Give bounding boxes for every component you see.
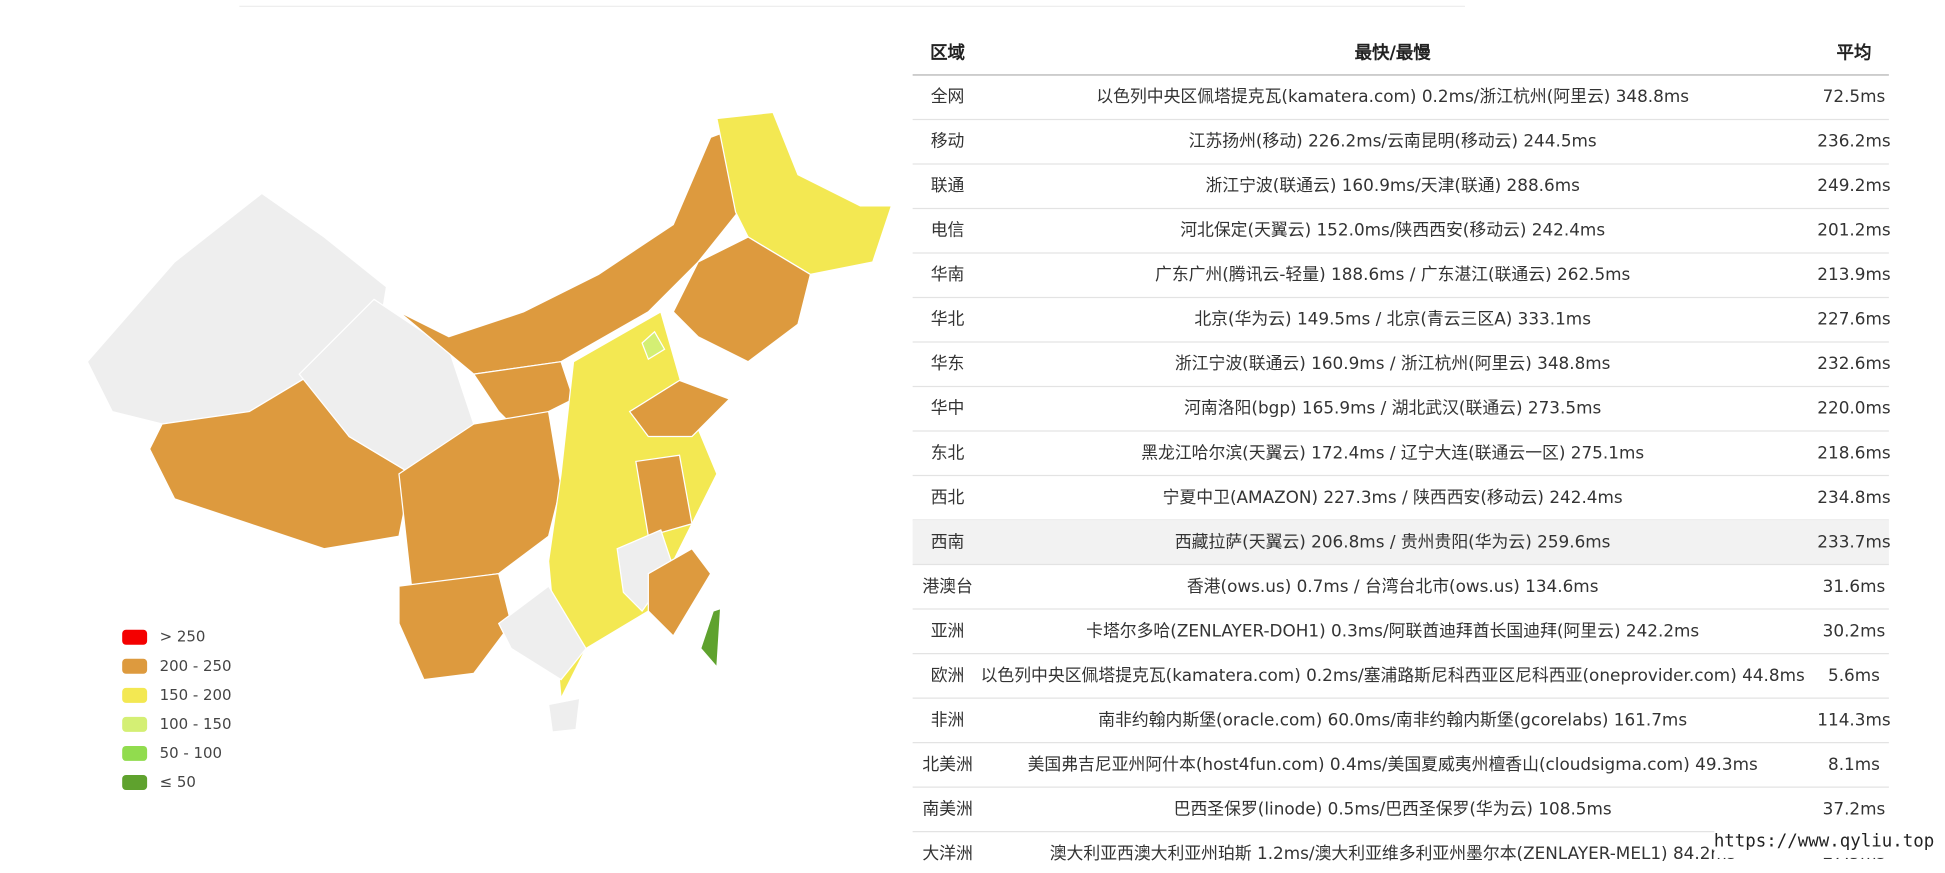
cell: 213.9ms	[1817, 264, 1890, 284]
cell: 亚洲	[931, 620, 965, 640]
cell: 浙江宁波(联通云) 160.9ms/天津(联通) 288.6ms	[1205, 175, 1579, 195]
cell: 220.0ms	[1817, 398, 1890, 418]
cell: 广东广州(腾讯云-轻量) 188.6ms / 广东湛江(联通云) 262.5ms	[1155, 264, 1630, 284]
legend-label: ≤ 50	[160, 773, 196, 791]
cell: 江苏扬州(移动) 226.2ms/云南昆明(移动云) 244.5ms	[1189, 131, 1597, 151]
legend-swatch	[122, 658, 148, 674]
cell: 31.6ms	[1823, 576, 1886, 596]
china-map	[86, 111, 893, 733]
cell: 电信	[931, 220, 965, 240]
region	[398, 572, 512, 681]
cell: 华中	[931, 398, 965, 418]
legend-swatch	[122, 716, 148, 732]
cell: 114.3ms	[1817, 709, 1890, 729]
cell: 8.1ms	[1828, 754, 1880, 774]
cell: 巴西圣保罗(linode) 0.5ms/巴西圣保罗(华为云) 108.5ms	[1174, 798, 1612, 818]
cell: 移动	[931, 131, 965, 151]
region	[716, 111, 893, 276]
header-cell: 最快/最慢	[1355, 43, 1432, 64]
legend-label: > 250	[160, 628, 206, 646]
legend-label: 100 - 150	[160, 715, 232, 733]
cell: 72.5ms	[1823, 86, 1886, 106]
header-cell: 区域	[930, 43, 965, 64]
cell: 37.2ms	[1823, 798, 1886, 818]
legend-swatch	[122, 745, 148, 761]
cell: 以色列中央区佩塔提克瓦(kamatera.com) 0.2ms/浙江杭州(阿里云…	[1096, 86, 1689, 106]
cell: 浙江宁波(联通云) 160.9ms / 浙江杭州(阿里云) 348.8ms	[1175, 353, 1611, 373]
cell: 西南	[931, 531, 965, 551]
cell: 5.6ms	[1828, 665, 1880, 685]
region	[497, 585, 587, 681]
cell: 以色列中央区佩塔提克瓦(kamatera.com) 0.2ms/塞浦路斯尼科西亚…	[981, 665, 1805, 685]
cell: 249.2ms	[1817, 175, 1890, 195]
cell: 233.7ms	[1817, 531, 1890, 551]
cell: 华东	[931, 353, 965, 373]
cell: 黑龙江哈尔滨(天翼云) 172.4ms / 辽宁大连(联通云一区) 275.1m…	[1141, 442, 1644, 462]
region	[547, 697, 581, 733]
watermark-bg	[1714, 825, 1945, 858]
header-cell: 平均	[1837, 43, 1872, 64]
cell: 卡塔尔多哈(ZENLAYER-DOH1) 0.3ms/阿联酋迪拜酋长国迪拜(阿里…	[1086, 620, 1699, 640]
watermark: https://www.qyliu.top	[1714, 832, 1934, 852]
cell: 234.8ms	[1817, 487, 1890, 507]
cell: 南非约翰内斯堡(oracle.com) 60.0ms/南非约翰内斯堡(gcore…	[1098, 709, 1687, 729]
row-highlight	[912, 520, 1889, 565]
cell: 218.6ms	[1817, 442, 1890, 462]
legend-label: 50 - 100	[160, 744, 222, 762]
cell: 北京(华为云) 149.5ms / 北京(青云三区A) 333.1ms	[1194, 309, 1591, 329]
region	[672, 236, 812, 363]
cell: 227.6ms	[1817, 309, 1890, 329]
cell: 东北	[931, 442, 965, 462]
cell: 236.2ms	[1817, 131, 1890, 151]
legend-swatch	[122, 775, 148, 790]
cell: 华北	[931, 309, 965, 329]
region	[647, 547, 712, 637]
cell: 大洋洲	[922, 843, 972, 863]
cell: 西北	[931, 487, 965, 507]
cell: 美国弗吉尼亚州阿什本(host4fun.com) 0.4ms/美国夏威夷州檀香山…	[1028, 754, 1758, 774]
cell: 西藏拉萨(天翼云) 206.8ms / 贵州贵阳(华为云) 259.6ms	[1175, 531, 1611, 551]
region	[628, 379, 731, 438]
region	[635, 454, 693, 538]
cell: 全网	[931, 86, 965, 106]
legend-swatch	[122, 629, 148, 645]
cell: 河北保定(天翼云) 152.0ms/陕西西安(移动云) 242.4ms	[1180, 220, 1605, 240]
region	[641, 330, 666, 361]
legend-label: 200 - 250	[160, 657, 232, 675]
cell: 南美洲	[922, 798, 972, 818]
cell: 河南洛阳(bgp) 165.9ms / 湖北武汉(联通云) 273.5ms	[1184, 398, 1601, 418]
legend-swatch	[122, 687, 148, 703]
legend-label: 150 - 200	[160, 686, 232, 704]
cell: 澳大利亚西澳大利亚州珀斯 1.2ms/澳大利亚维多利亚州墨尔本(ZENLAYER…	[1050, 843, 1736, 863]
cell: 30.2ms	[1823, 620, 1886, 640]
cell: 宁夏中卫(AMAZON) 227.3ms / 陕西西安(移动云) 242.4ms	[1163, 487, 1623, 507]
cell: 北美洲	[922, 754, 972, 774]
cell: 欧洲	[931, 665, 965, 685]
cell: 201.2ms	[1817, 220, 1890, 240]
cell: 联通	[931, 175, 965, 195]
cell: 华南	[931, 264, 965, 284]
cell: 非洲	[931, 709, 965, 729]
cell: 232.6ms	[1817, 353, 1890, 373]
cell: 港澳台	[922, 576, 972, 596]
legend: > 250 200 - 250 150 - 200 100 - 150 50 - 100…	[122, 628, 232, 791]
region	[699, 607, 722, 669]
cell: 香港(ows.us) 0.7ms / 台湾台北市(ows.us) 134.6ms	[1187, 576, 1599, 596]
